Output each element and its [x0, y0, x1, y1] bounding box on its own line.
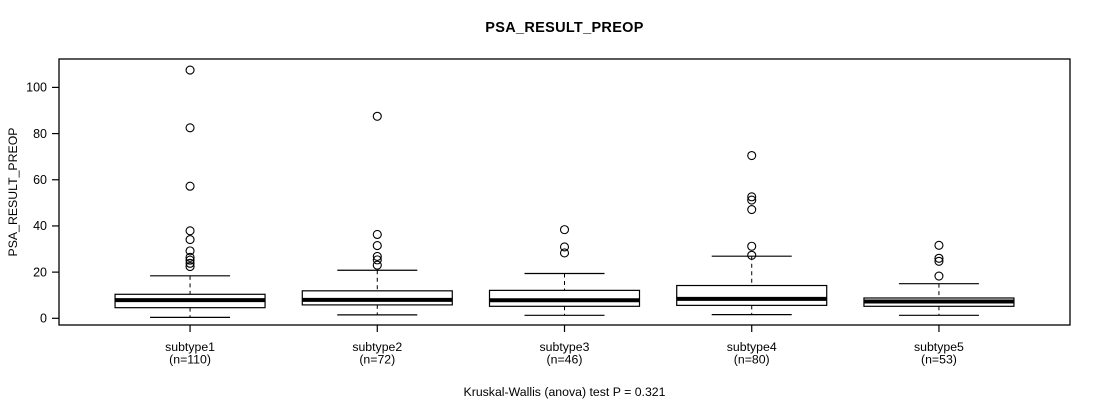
outlier-point [559, 242, 570, 252]
outlier-point [185, 235, 195, 245]
plot-frame [58, 58, 1071, 326]
outlier-point [747, 192, 757, 202]
outlier-point [372, 241, 382, 251]
outlier-point [185, 246, 195, 256]
outlier-point [559, 248, 570, 258]
outlier-point [747, 195, 757, 205]
outlier-point [934, 240, 944, 250]
outlier-point [372, 251, 382, 261]
x-group-label: subtype4 [727, 340, 777, 354]
outlier-point [934, 256, 944, 266]
x-group-n-label: (n=80) [734, 353, 770, 367]
outlier-point [747, 204, 757, 215]
y-tick-label: 80 [33, 127, 47, 141]
outlier-point [185, 255, 195, 265]
outlier-point [372, 260, 382, 270]
y-tick-label: 60 [33, 173, 47, 187]
outlier-point [185, 226, 195, 236]
y-tick-label: 100 [26, 81, 47, 95]
chart-title: PSA_RESULT_PREOP [485, 20, 644, 36]
outlier-point [185, 262, 195, 272]
outlier-point [372, 111, 382, 121]
x-group-label: subtype3 [540, 340, 590, 354]
stats-caption: Kruskal-Wallis (anova) test P = 0.321 [463, 385, 666, 399]
outlier-point [747, 250, 757, 260]
y-tick-label: 0 [40, 312, 47, 326]
outlier-point [559, 225, 570, 235]
x-group-n-label: (n=110) [169, 353, 211, 367]
outlier-point [372, 229, 382, 240]
outlier-point [185, 65, 195, 75]
outlier-point [934, 253, 944, 263]
outlier-point [185, 252, 195, 262]
outlier-point [185, 181, 195, 191]
outlier-point [934, 271, 944, 281]
x-group-label: subtype1 [165, 340, 215, 354]
outlier-point [372, 255, 382, 265]
outlier-point [747, 241, 757, 251]
x-group-n-label: (n=46) [547, 353, 583, 367]
outlier-point [185, 123, 195, 133]
outlier-point [185, 258, 195, 268]
x-group-n-label: (n=53) [921, 353, 957, 367]
x-group-label: subtype5 [914, 340, 964, 354]
x-group-label: subtype2 [352, 340, 402, 354]
y-tick-label: 20 [33, 265, 47, 279]
outlier-point [747, 150, 757, 161]
y-tick-label: 40 [33, 219, 47, 233]
iqr-box [676, 284, 828, 306]
x-group-n-label: (n=72) [359, 353, 395, 367]
